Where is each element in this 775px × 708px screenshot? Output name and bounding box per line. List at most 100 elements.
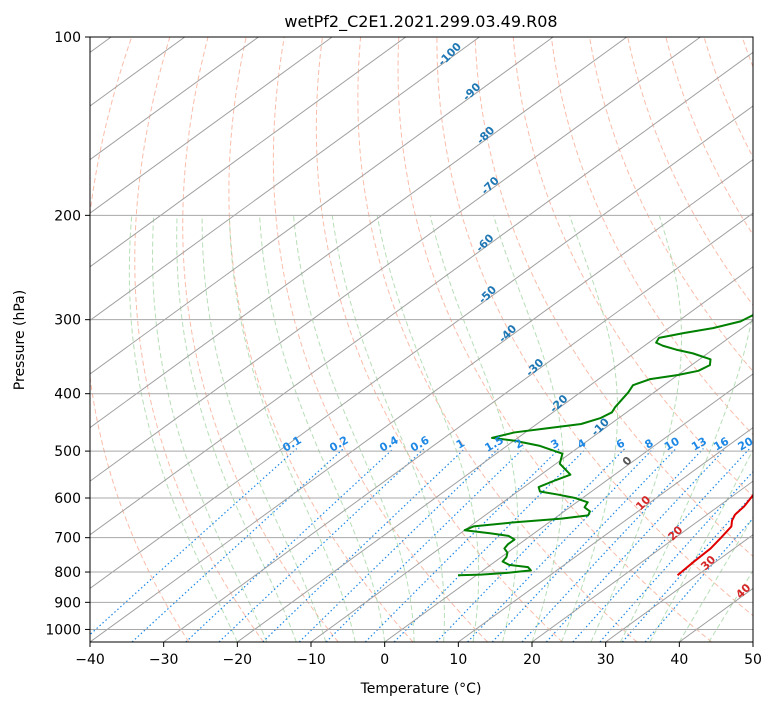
x-tick-label: 0 — [380, 652, 389, 668]
mixing-ratio-line — [185, 448, 394, 642]
y-tick-label: 500 — [54, 444, 81, 460]
dry-adiabat — [550, 37, 753, 436]
mixing-ratio-line — [325, 448, 524, 642]
dry-adiabat — [357, 37, 638, 642]
mixing-ratio-line — [545, 448, 726, 642]
x-tick-label: −30 — [149, 652, 179, 668]
isotherm-label: -90 — [460, 80, 483, 103]
y-tick-label: 1000 — [45, 622, 81, 638]
grid-lines — [90, 37, 753, 642]
dry-adiabat — [474, 37, 753, 557]
moist-adiabat — [201, 215, 327, 642]
dry-adiabat — [134, 37, 264, 642]
isotherm-label: -20 — [547, 392, 570, 415]
isotherm-line — [384, 373, 753, 642]
mixing-ratio-line — [90, 448, 298, 636]
isotherm-line — [237, 266, 753, 642]
dry-adiabat — [90, 37, 190, 642]
moist-adiabat — [259, 215, 386, 642]
temperature-line — [676, 493, 753, 576]
dry-adiabat — [703, 37, 753, 159]
isotherm-label: -40 — [496, 322, 519, 345]
isotherm-line — [90, 51, 753, 536]
y-tick-label: 200 — [54, 208, 81, 224]
mixing-ratio-line — [491, 448, 677, 642]
isotherm-line — [90, 37, 701, 482]
isotherm-label: -50 — [476, 283, 499, 306]
isotherm-line — [605, 534, 753, 642]
moist-adiabat — [228, 215, 356, 642]
x-tick-label: 50 — [744, 652, 762, 668]
x-tick-label: 10 — [449, 652, 467, 668]
moist-adiabat — [649, 448, 753, 642]
isotherm-label: 10 — [633, 493, 653, 513]
isotherm-line — [310, 319, 753, 642]
isotherm-line — [531, 480, 753, 642]
y-tick-label: 800 — [54, 565, 81, 581]
x-tick-label: −20 — [223, 652, 253, 668]
x-axis-label: Temperature (°C) — [360, 681, 482, 697]
moist-adiabat — [619, 309, 753, 642]
isotherm-label: -60 — [473, 231, 496, 254]
mixing-ratio-line — [435, 448, 626, 642]
moist-adiabat — [152, 215, 268, 642]
dry-adiabat — [182, 37, 339, 642]
plot-frame — [89, 36, 754, 643]
moist-adiabat — [493, 215, 565, 642]
dry-adiabat — [665, 37, 753, 236]
chart-title: wetPf2_C2E1.2021.299.03.49.R08 — [284, 12, 557, 32]
dewpoint-line — [457, 313, 753, 577]
isotherm-line — [90, 158, 753, 642]
isotherm-label: -30 — [523, 356, 546, 379]
isotherm-line — [90, 37, 554, 375]
moist-adiabat — [176, 215, 297, 642]
y-tick-label: 600 — [54, 491, 81, 507]
isotherm-line — [90, 37, 259, 161]
moist-adiabat — [293, 215, 415, 642]
mixing-ratio-label: 20 — [736, 434, 756, 453]
y-tick-label: 300 — [54, 313, 81, 329]
mixing-ratio-line — [364, 448, 560, 642]
y-tick-label: 400 — [54, 387, 81, 403]
mixing-ratio-label: 2 — [512, 437, 525, 452]
moist-adiabat — [708, 569, 753, 642]
dry-adiabat — [315, 37, 563, 642]
dry-adiabat — [397, 37, 713, 642]
y-tick-label: 900 — [54, 595, 81, 611]
dry-adiabat — [589, 37, 753, 373]
y-tick-label: 700 — [54, 531, 81, 547]
moist-adiabat — [128, 215, 238, 642]
x-tick-label: −40 — [75, 652, 105, 668]
x-tick-label: 20 — [523, 652, 541, 668]
moist-adiabat — [561, 215, 619, 642]
isotherm-line — [90, 37, 628, 429]
moist-adiabat — [678, 516, 753, 642]
moist-adiabat — [429, 215, 519, 642]
isotherm-line — [458, 426, 753, 642]
mixing-ratio-label: 8 — [643, 437, 656, 452]
y-axis-label: Pressure (hPa) — [12, 290, 28, 390]
x-tick-label: 30 — [597, 652, 615, 668]
annotations: 0.10.20.40.611.52346810131620253036-100-… — [280, 40, 775, 601]
moist-adiabat — [590, 215, 683, 642]
y-tick-label: 100 — [54, 30, 81, 46]
moist-adiabat — [331, 215, 445, 642]
dry-adiabat — [272, 37, 488, 642]
mixing-ratio-line — [521, 448, 704, 642]
dry-adiabat — [228, 37, 414, 642]
mixing-ratio-line — [131, 448, 344, 642]
mixing-ratio-line — [467, 448, 654, 642]
isotherm-label: -80 — [474, 124, 497, 147]
isotherm-line — [163, 212, 753, 642]
isotherm-line — [90, 37, 480, 321]
x-tick-label: −10 — [296, 652, 326, 668]
moist-adiabat — [376, 215, 480, 642]
mixing-ratio-label: 25 — [760, 435, 775, 454]
mixing-ratio-label: 6 — [614, 436, 627, 451]
series-lines — [457, 313, 753, 577]
isotherm-line — [752, 641, 753, 642]
y-axis: 100 200 300 400 500 600 700 800 900 1000 — [45, 30, 90, 638]
mixing-ratio-label: 4 — [575, 436, 588, 451]
isotherm-line — [90, 37, 407, 268]
